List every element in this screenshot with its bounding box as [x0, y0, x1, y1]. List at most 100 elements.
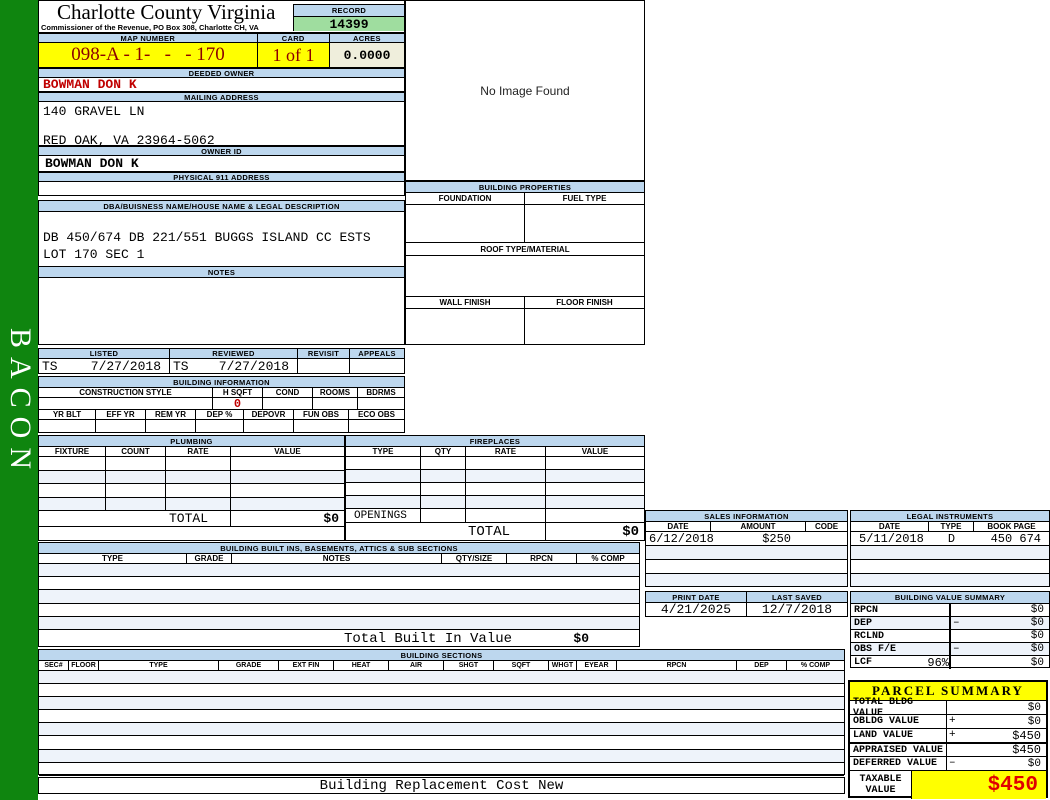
plumbing-total-value: $0: [323, 511, 339, 526]
record-label: RECORD: [294, 5, 404, 17]
table-row: [39, 470, 344, 484]
table-row: [39, 736, 844, 750]
taxable-value-row: TAXABLE VALUE $450: [850, 771, 1046, 799]
parcel-summary-row: LAND VALUE + $450: [850, 729, 1046, 743]
sales-title: SALES INFORMATION: [646, 511, 847, 522]
commissioner-subtitle: Commissioner of the Revenue, PO Box 308,…: [41, 23, 259, 32]
sale-date: 6/12/2018: [649, 531, 714, 546]
address-line1: 140 GRAVEL LN: [43, 104, 145, 119]
deeded-owner-label: DEEDED OWNER: [38, 68, 405, 78]
sidebar-district-label: BACON: [4, 328, 37, 479]
instrument-type: D: [947, 531, 956, 546]
value-summary-row: RCLND $0: [851, 630, 1049, 643]
sale-amount: $250: [762, 531, 791, 546]
building-info-title: BUILDING INFORMATION: [39, 377, 404, 388]
acres-value: 0.0000: [330, 43, 404, 67]
table-row: [39, 577, 639, 591]
owner-id-value: BOWMAN DON K: [38, 156, 405, 172]
physical-address-value: [38, 182, 405, 196]
building-value-summary-box: BUILDING VALUE SUMMARY RPCN $0 DEP – $0 …: [850, 591, 1050, 670]
table-row: [646, 560, 847, 574]
built-ins-box: BUILDING BUILT INS, BASEMENTS, ATTICS & …: [38, 542, 640, 647]
floor-finish-label: FLOOR FINISH: [556, 298, 613, 307]
parcel-summary-box: PARCEL SUMMARY TOTAL BLDG VALUE $0 OBLDG…: [848, 680, 1048, 799]
no-image-text: No Image Found: [480, 83, 570, 98]
sales-row: 6/12/2018 $250: [646, 532, 847, 546]
appeals-label: APPEALS: [350, 349, 404, 358]
dba-label: DBA/BUISNESS NAME/HOUSE NAME & LEGAL DES…: [39, 201, 404, 212]
owner-id-label: OWNER ID: [38, 146, 405, 156]
table-row: [39, 723, 844, 737]
table-row: [851, 573, 1049, 588]
table-row: [39, 616, 639, 630]
building-sections-box: BUILDING SECTIONS SEC# FLOOR TYPE GRADE …: [38, 649, 845, 776]
plumbing-footer-spacer: [39, 527, 344, 540]
table-row: [346, 496, 644, 509]
legal-instruments-box: LEGAL INSTRUMENTS DATE TYPE BOOK PAGE 5/…: [850, 510, 1050, 588]
table-row: [39, 484, 344, 498]
table-row: [39, 710, 844, 724]
acres-label: ACRES: [328, 33, 406, 43]
map-header-row: MAP NUMBER CARD ACRES: [38, 33, 406, 43]
roof-value: [406, 256, 644, 297]
fireplaces-title: FIREPLACES: [346, 436, 644, 447]
notes-label: NOTES: [39, 266, 404, 278]
table-row: [851, 546, 1049, 560]
map-number-label: MAP NUMBER: [38, 33, 257, 43]
parcel-summary-row: OBLDG VALUE + $0: [850, 715, 1046, 729]
listed-label: LISTED: [39, 349, 170, 358]
cond-value: [263, 398, 313, 409]
sales-rows: 6/12/2018 $250: [646, 532, 847, 588]
card-label: CARD: [256, 33, 329, 43]
foundation-value: [406, 205, 525, 242]
table-row: [39, 697, 844, 711]
value-summary-row: LCF 96% $0: [854, 656, 1044, 670]
building-value-summary-title: BUILDING VALUE SUMMARY: [851, 592, 1049, 604]
built-ins-empty-rows: [39, 564, 639, 630]
record-value: 14399: [294, 17, 404, 32]
plumbing-title: PLUMBING: [39, 436, 344, 447]
card-value: 1 of 1: [258, 43, 330, 67]
mailing-address-box: 140 GRAVEL LN RED OAK, VA 23964-5062: [38, 102, 405, 148]
map-value-row: 098-A - 1- - - 170 1 of 1 0.0000: [38, 43, 405, 68]
last-saved-label: LAST SAVED: [747, 592, 847, 602]
bdrms-value: [358, 398, 404, 409]
listed-value: TS 7/27/2018: [39, 359, 170, 374]
address-line2: RED OAK, VA 23964-5062: [43, 133, 215, 148]
legal-description-line1: DB 450/674 DB 221/551 BUGGS ISLAND CC ES…: [43, 230, 371, 245]
construction-style-value: [39, 398, 213, 409]
wall-finish-label: WALL FINISH: [406, 297, 525, 308]
legal-instrument-rows: 5/11/2018 D 450 674: [851, 531, 1049, 588]
fireplaces-openings-label: OPENINGS: [346, 509, 421, 522]
table-row: [646, 546, 847, 560]
foundation-label: FOUNDATION: [406, 193, 525, 204]
roof-label: ROOF TYPE/MATERIAL: [406, 243, 644, 256]
fireplaces-empty-rows: [346, 457, 644, 509]
parcel-summary-row: DEFERRED VALUE – $0: [850, 757, 1046, 771]
plumbing-total-label: TOTAL: [39, 511, 231, 526]
revisit-value: [298, 359, 350, 373]
fireplaces-total-label: TOTAL: [346, 523, 546, 540]
table-row: [39, 457, 344, 471]
fireplaces-box: FIREPLACES TYPE QTY RATE VALUE OPENINGS …: [345, 435, 645, 541]
table-row: [346, 483, 644, 496]
table-row: [39, 749, 844, 763]
value-summary-row: OBS F/E – $0: [851, 643, 1049, 656]
last-saved-value: 12/7/2018: [761, 602, 833, 617]
building-sections-empty-rows: [39, 671, 844, 776]
floor-finish-value: [525, 309, 644, 345]
rooms-value: [313, 398, 358, 409]
sidebar: BACON: [0, 0, 38, 800]
property-image-panel: No Image Found: [405, 0, 645, 181]
table-row: [346, 457, 644, 470]
table-row: [39, 590, 639, 604]
legal-description-line2: LOT 170 SEC 1: [43, 247, 145, 262]
sales-box: SALES INFORMATION DATE AMOUNT CODE 6/12/…: [645, 510, 848, 588]
table-row: [39, 763, 844, 776]
built-ins-total-label: Total Built In Value: [344, 630, 513, 647]
table-row: [39, 684, 844, 698]
physical-address-label: PHYSICAL 911 ADDRESS: [38, 172, 405, 182]
parcel-summary-row: APPRAISED VALUE $450: [850, 743, 1046, 757]
print-date-label: PRINT DATE: [646, 592, 747, 602]
building-properties-title: BUILDING PROPERTIES: [406, 182, 644, 193]
